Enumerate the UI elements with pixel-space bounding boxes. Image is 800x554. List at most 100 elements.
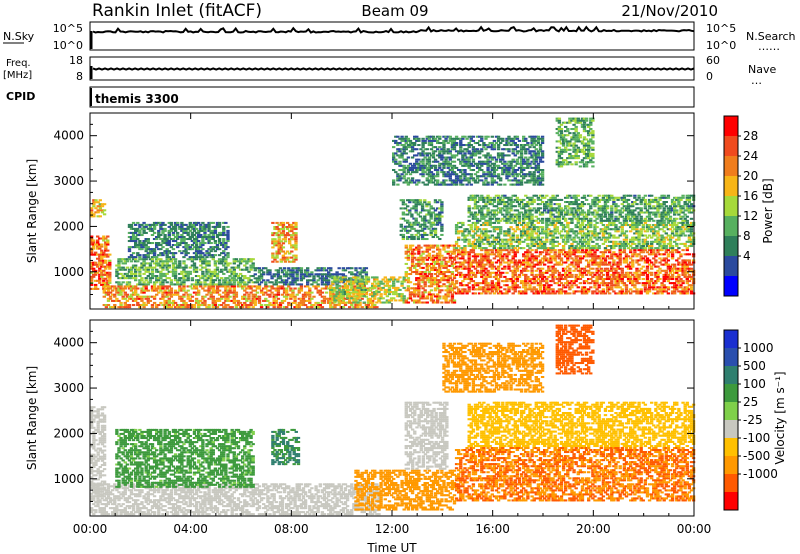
power-cell	[136, 246, 140, 249]
power-cell	[119, 272, 123, 275]
power-cell	[282, 269, 287, 272]
power-cell	[140, 295, 144, 298]
power-cell	[452, 283, 457, 286]
power-cell	[268, 304, 272, 307]
power-cell	[467, 267, 471, 270]
power-cell	[337, 273, 341, 276]
power-cell	[534, 280, 538, 283]
power-cell	[463, 245, 467, 248]
power-cell	[125, 285, 130, 288]
power-cell	[228, 306, 232, 309]
power-cell	[152, 227, 157, 230]
power-cell	[102, 287, 106, 290]
power-cell	[278, 285, 283, 288]
power-cell	[301, 297, 306, 300]
power-cell	[194, 283, 199, 286]
power-cell	[503, 232, 507, 235]
power-cell	[461, 273, 465, 276]
power-cell	[348, 288, 352, 291]
power-cell	[534, 255, 538, 258]
power-cell	[152, 250, 157, 253]
power-cell	[438, 285, 442, 288]
power-cell	[597, 284, 601, 287]
power-cell	[420, 229, 425, 232]
power-cell	[427, 273, 432, 276]
power-cell	[454, 261, 459, 264]
power-cell	[530, 273, 534, 276]
power-cell	[519, 280, 524, 283]
power-cell	[140, 297, 144, 300]
power-cell	[173, 260, 178, 263]
power-cell	[294, 221, 298, 224]
power-cell	[190, 277, 195, 280]
power-cell	[364, 267, 369, 270]
power-cell	[253, 304, 257, 307]
power-cell	[92, 205, 96, 208]
power-cell	[337, 299, 341, 302]
power-cell	[530, 232, 534, 235]
power-cell	[480, 236, 484, 239]
power-cell	[486, 282, 490, 285]
power-cell	[343, 282, 348, 285]
power-cell	[192, 262, 197, 265]
power-cell	[557, 261, 562, 264]
power-cell	[136, 287, 140, 290]
power-cell	[173, 291, 178, 294]
power-cell	[282, 267, 287, 270]
power-cell	[161, 291, 165, 294]
power-cell	[446, 301, 450, 304]
power-cell	[639, 259, 643, 262]
power-cell	[421, 258, 425, 261]
power-cell	[169, 238, 174, 241]
power-cell	[320, 275, 325, 278]
power-cell	[538, 238, 543, 241]
power-cell	[281, 256, 286, 259]
power-cell	[662, 253, 666, 256]
power-cell	[255, 285, 260, 288]
power-cell	[186, 227, 190, 230]
power-cell	[100, 269, 104, 272]
power-cell	[624, 265, 629, 268]
power-cell	[173, 262, 178, 265]
power-cell	[301, 301, 306, 304]
power-cell	[666, 267, 671, 270]
power-cell	[534, 275, 538, 278]
power-cell	[366, 306, 371, 309]
power-cell	[513, 273, 517, 276]
power-cell	[234, 260, 239, 263]
power-cell	[461, 251, 465, 254]
power-cell	[335, 277, 339, 280]
power-cell	[415, 246, 419, 249]
power-cell	[526, 232, 530, 235]
power-cell	[140, 264, 144, 267]
power-cell	[616, 282, 620, 285]
power-cell	[679, 286, 683, 289]
power-cell	[150, 266, 155, 269]
power-cell	[389, 299, 394, 302]
power-cell	[480, 249, 484, 252]
power-cell	[490, 251, 494, 254]
power-cell	[505, 280, 509, 283]
power-cell	[301, 295, 306, 298]
power-cell	[519, 290, 524, 293]
power-cell	[440, 207, 444, 210]
power-cell	[385, 291, 390, 294]
power-cell	[360, 278, 364, 281]
power-cell	[416, 201, 421, 204]
power-cell	[473, 267, 478, 270]
power-cell	[578, 290, 583, 293]
power-cell	[387, 288, 392, 291]
power-cell	[662, 259, 666, 262]
power-cell	[192, 291, 197, 294]
power-cell	[515, 286, 520, 289]
power-cell	[362, 295, 366, 298]
power-cell	[150, 229, 155, 232]
power-cell	[511, 255, 515, 258]
power-cell	[547, 261, 551, 264]
power-cell	[136, 229, 140, 232]
power-cell	[329, 284, 333, 287]
power-cell	[454, 265, 459, 268]
power-cell	[421, 279, 425, 282]
power-cell	[259, 269, 264, 272]
power-cell	[104, 237, 108, 240]
